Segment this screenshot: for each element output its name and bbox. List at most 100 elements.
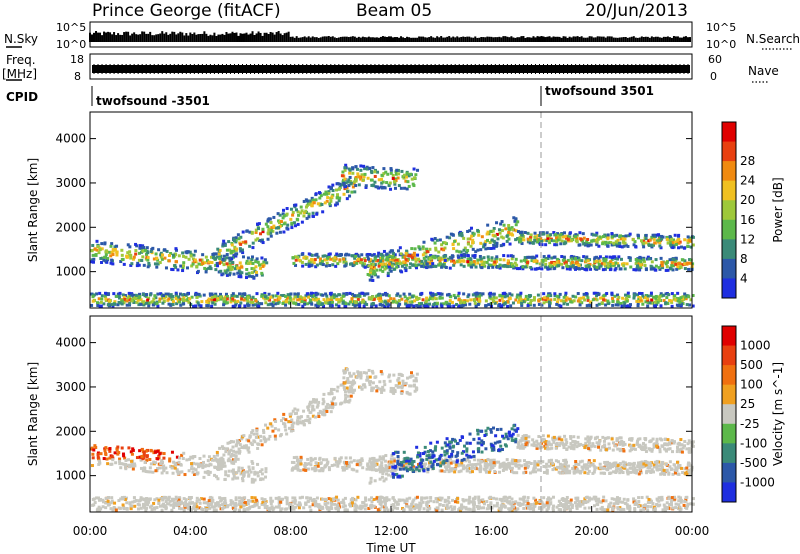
- data-cell: [477, 233, 481, 237]
- data-cell: [219, 254, 223, 258]
- data-cell: [412, 465, 416, 469]
- data-cell: [158, 299, 162, 303]
- colorbar-tick-label: 24: [740, 174, 755, 188]
- data-cell: [576, 267, 580, 271]
- data-cell: [236, 476, 240, 480]
- data-cell: [660, 469, 664, 473]
- data-cell: [103, 241, 107, 245]
- data-cell: [246, 302, 250, 306]
- data-cell: [311, 292, 315, 296]
- data-cell: [341, 294, 345, 298]
- data-cell: [396, 249, 400, 253]
- data-cell: [292, 261, 296, 265]
- data-cell: [489, 229, 493, 233]
- data-cell: [227, 469, 231, 473]
- data-cell: [342, 292, 346, 296]
- data-cell: [601, 262, 605, 266]
- data-cell: [122, 262, 126, 266]
- data-cell: [524, 470, 528, 474]
- data-cell: [490, 256, 494, 260]
- data-cell: [631, 463, 635, 467]
- data-cell: [438, 296, 442, 300]
- data-cell: [329, 410, 333, 414]
- data-cell: [307, 264, 311, 268]
- data-cell: [234, 454, 238, 458]
- data-cell: [530, 259, 534, 263]
- data-cell: [601, 242, 605, 246]
- data-cell: [502, 258, 506, 262]
- data-cell: [309, 293, 313, 297]
- data-cell: [250, 460, 254, 464]
- data-cell: [221, 462, 225, 466]
- data-cell: [578, 303, 582, 307]
- data-cell: [628, 303, 632, 307]
- data-cell: [603, 471, 607, 475]
- data-cell: [174, 260, 178, 264]
- data-cell: [378, 380, 382, 384]
- data-cell: [98, 248, 102, 252]
- data-cell: [394, 179, 398, 183]
- data-cell: [518, 459, 522, 463]
- data-cell: [303, 461, 307, 465]
- data-cell: [532, 298, 536, 302]
- data-cell: [618, 244, 622, 248]
- data-cell: [582, 236, 586, 240]
- data-cell: [556, 297, 560, 301]
- data-cell: [448, 304, 452, 308]
- data-cell: [673, 469, 677, 473]
- data-cell: [176, 268, 180, 272]
- data-cell: [402, 176, 406, 180]
- data-cell: [540, 243, 544, 247]
- data-cell: [306, 467, 310, 471]
- colorbar-swatch: [722, 278, 736, 299]
- data-cell: [498, 298, 502, 302]
- data-cell: [563, 471, 567, 475]
- data-cell: [353, 190, 357, 194]
- colorbar-swatch: [722, 258, 736, 279]
- data-cell: [571, 264, 575, 268]
- data-cell: [376, 185, 380, 189]
- data-cell: [342, 369, 346, 373]
- data-cell: [407, 464, 411, 468]
- data-cell: [520, 242, 524, 246]
- data-cell: [554, 467, 558, 471]
- data-cell: [250, 258, 254, 262]
- data-cell: [662, 293, 666, 297]
- data-cell: [208, 470, 212, 474]
- data-cell: [307, 259, 311, 263]
- data-cell: [310, 291, 314, 295]
- data-cell: [409, 172, 413, 176]
- data-cell: [102, 258, 106, 262]
- data-cell: [271, 229, 275, 233]
- data-cell: [241, 240, 245, 244]
- data-cell: [473, 301, 477, 305]
- data-cell: [215, 459, 219, 463]
- data-cell: [241, 476, 245, 480]
- data-cell: [680, 245, 684, 249]
- data-cell: [555, 300, 559, 304]
- data-cell: [284, 418, 288, 422]
- data-cell: [127, 458, 131, 462]
- data-cell: [626, 294, 630, 298]
- data-cell: [223, 295, 227, 299]
- data-cell: [299, 457, 303, 461]
- data-cell: [507, 464, 511, 468]
- data-cell: [606, 233, 610, 237]
- data-cell: [317, 415, 321, 419]
- data-cell: [421, 247, 425, 251]
- data-cell: [478, 462, 482, 466]
- data-cell: [237, 466, 241, 470]
- data-cell: [685, 470, 689, 474]
- y-tick-label: 4000: [55, 132, 86, 146]
- data-cell: [532, 468, 536, 472]
- data-cell: [298, 298, 302, 302]
- data-cell: [145, 300, 149, 304]
- data-cell: [565, 467, 569, 471]
- data-cell: [227, 457, 231, 461]
- data-cell: [660, 261, 664, 265]
- data-cell: [261, 241, 265, 245]
- data-cell: [515, 295, 519, 299]
- data-cell: [391, 257, 395, 261]
- data-cell: [347, 302, 351, 306]
- data-cell: [118, 459, 122, 463]
